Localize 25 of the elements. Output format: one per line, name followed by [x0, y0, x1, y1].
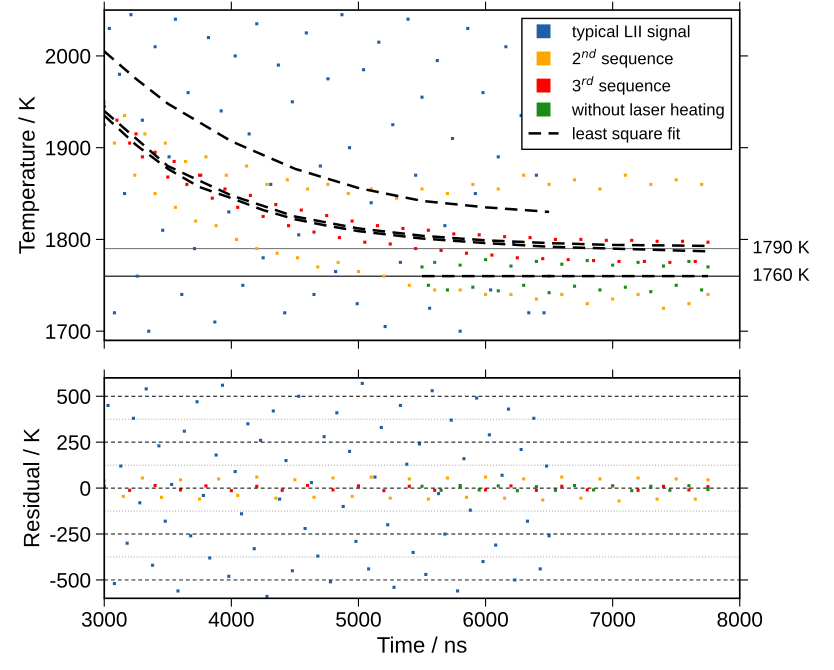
- legend-label: 3$^{rd}$ sequence: [572, 76, 670, 95]
- x-tick-label: 7000: [590, 612, 636, 627]
- ref-line-label: 1760 K: [754, 268, 810, 281]
- legend-label: typical LII signal: [572, 25, 690, 41]
- x-tick-label: 8000: [717, 612, 762, 627]
- y-tick-label: 0: [80, 481, 90, 496]
- x-tick-label: 4000: [208, 612, 254, 627]
- x-tick-label: 5000: [336, 612, 381, 627]
- y-tick-label: -250: [50, 527, 90, 542]
- y-tick-label: 250: [57, 435, 90, 450]
- x-tick-label: 6000: [463, 612, 508, 627]
- legend-label: 2$^{nd}$ sequence: [572, 48, 673, 68]
- y-axis-title: Temperature / K: [18, 96, 40, 254]
- y-tick-label: -500: [50, 572, 90, 588]
- legend-label: least square fit: [573, 127, 680, 143]
- y-tick-label: 2000: [46, 48, 90, 64]
- x-axis-title: Time / ns: [377, 636, 466, 653]
- ref-line-label: 1790 K: [754, 240, 810, 254]
- legend-label: without laser heating: [572, 103, 724, 119]
- y-axis-title: Residual / K: [23, 428, 40, 546]
- y-tick-label: 500: [57, 389, 90, 404]
- y-tick-label: 1900: [46, 140, 90, 156]
- y-tick-label: 1700: [46, 324, 90, 339]
- x-tick-label: 3000: [82, 612, 127, 627]
- y-tick-label: 1800: [46, 232, 90, 248]
